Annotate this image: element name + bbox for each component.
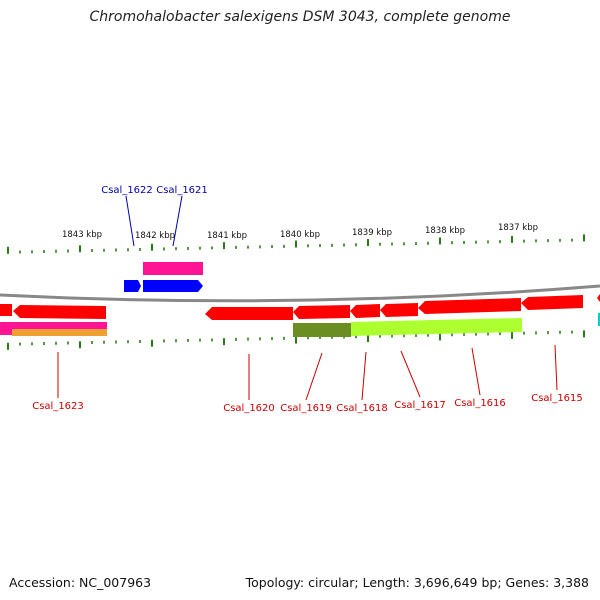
gene-arrow-csal-1623[interactable] [13,305,106,319]
leader-csal-1619 [305,352,323,401]
feature-bar-cyan-edge[interactable] [598,313,600,326]
gene-label-csal-1615[interactable]: Csal_1615 [531,393,583,404]
gene-label-csal-1621[interactable]: Csal_1621 [156,185,208,196]
gene-label-csal-1623[interactable]: Csal_1623 [32,401,84,412]
gene-label-csal-1619[interactable]: Csal_1619 [280,403,332,414]
gene-label-csal-1618[interactable]: Csal_1618 [336,403,388,414]
feature-bar-orange-csal-1623[interactable] [12,329,107,336]
genome-backbone [0,284,600,303]
ticks-top-row [7,234,585,254]
feature-bar-magenta-left[interactable] [0,322,12,335]
gene-arrow-left-edge[interactable] [0,304,12,316]
scale-label-1840: 1840 kbp [280,230,320,240]
gene-arrow-csal-1620[interactable] [205,307,293,320]
scale-label-1839: 1839 kbp [352,228,392,238]
gene-label-csal-1622[interactable]: Csal_1622 [101,185,153,196]
gene-arrow-small-blue[interactable] [124,280,141,292]
feature-bar-magenta-top[interactable] [143,262,203,275]
gene-arrow-csal-1619[interactable] [293,305,350,319]
accession-text: Accession: NC_007963 [9,575,152,590]
page-title: Chromohalobacter salexigens DSM 3043, co… [89,9,511,25]
scale-label-1837: 1837 kbp [498,223,538,233]
scale-label-1842: 1842 kbp [135,231,175,241]
gene-arrow-right-edge[interactable] [597,294,600,302]
scale-label-1843: 1843 kbp [62,230,102,240]
leader-csal-1621 [172,195,183,247]
topology-text: Topology: circular; Length: 3,696,649 bp… [245,575,589,590]
gene-label-csal-1617[interactable]: Csal_1617 [394,400,446,411]
leader-csal-1618 [361,351,367,401]
gene-arrow-csal-1616[interactable] [418,298,521,314]
gene-label-csal-1616[interactable]: Csal_1616 [454,398,506,409]
gene-label-csal-1620[interactable]: Csal_1620 [223,403,275,414]
scale-label-1841: 1841 kbp [207,231,247,241]
gene-arrow-csal-1617[interactable] [380,303,418,317]
gene-arrow-csal-1621[interactable] [143,280,203,292]
scale-label-1838: 1838 kbp [425,226,465,236]
feature-bar-lime[interactable] [351,318,522,336]
leader-csal-1616 [471,347,481,396]
gene-arrow-csal-1618[interactable] [350,304,380,318]
leader-csal-1622 [125,195,135,247]
gene-arrow-csal-1615[interactable] [521,295,583,310]
feature-bar-magenta-csal-1623[interactable] [12,322,107,329]
leader-csal-1617 [400,350,421,398]
feature-bar-olive[interactable] [293,323,351,337]
leader-csal-1615 [554,344,558,391]
